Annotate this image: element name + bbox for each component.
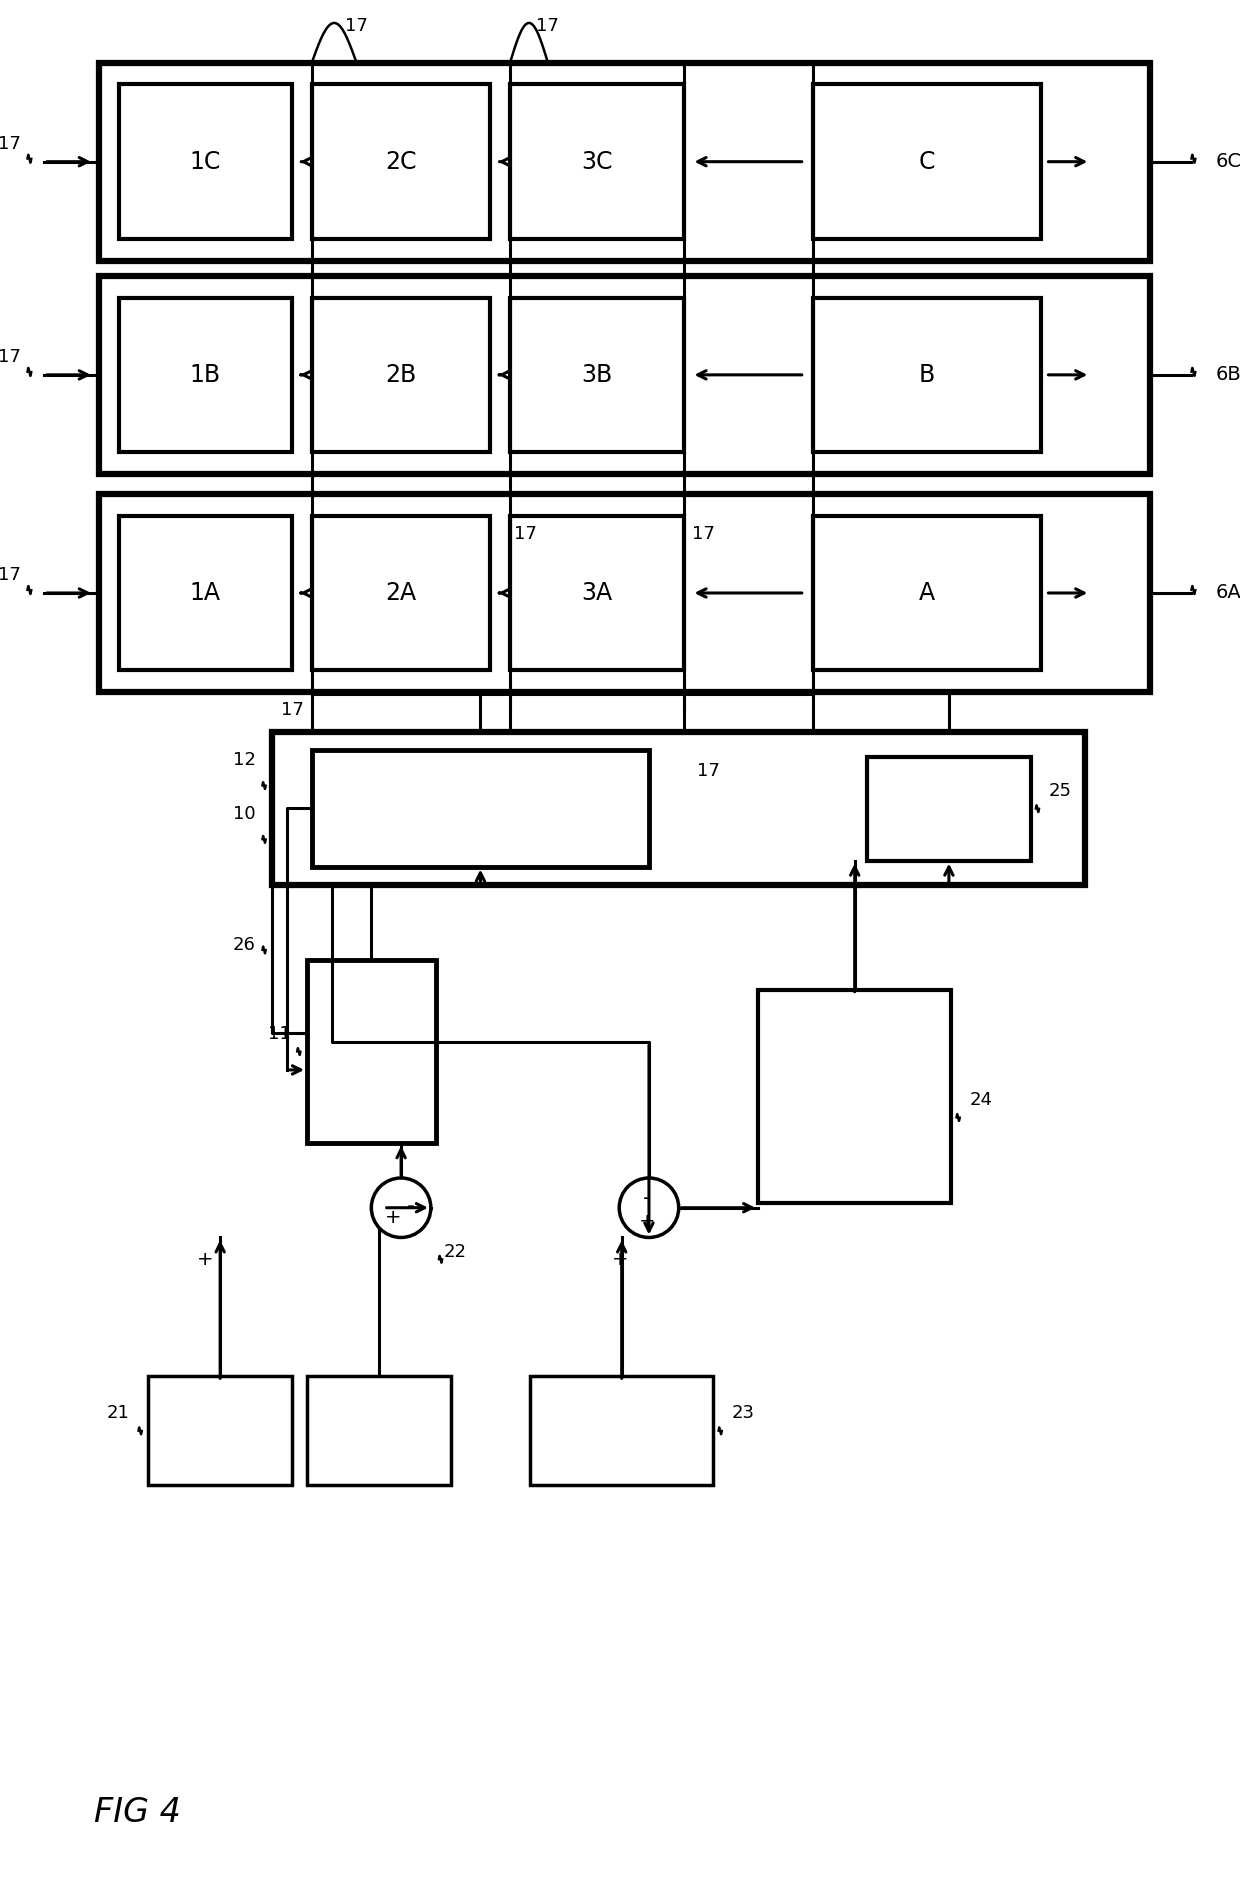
Text: 2A: 2A <box>386 580 417 605</box>
Text: +: + <box>384 1208 402 1226</box>
Text: 23: 23 <box>732 1404 755 1422</box>
Text: 3B: 3B <box>582 364 613 386</box>
Text: 21: 21 <box>107 1404 130 1422</box>
Text: 10: 10 <box>233 804 255 823</box>
Bar <box>311 298 490 452</box>
Text: 6C: 6C <box>1216 153 1240 171</box>
Bar <box>99 275 1149 475</box>
Text: 17: 17 <box>692 524 715 543</box>
Text: 17: 17 <box>345 17 368 34</box>
Circle shape <box>619 1178 678 1238</box>
Bar <box>119 516 293 671</box>
Bar <box>758 989 951 1202</box>
Text: FIG 4: FIG 4 <box>94 1795 181 1829</box>
Bar <box>529 1377 713 1485</box>
Bar <box>119 85 293 239</box>
Text: 1B: 1B <box>190 364 221 386</box>
Bar <box>306 1377 450 1485</box>
Bar <box>311 750 649 867</box>
Bar <box>311 516 490 671</box>
Text: B: B <box>919 364 935 386</box>
Text: 17: 17 <box>697 763 720 780</box>
Text: 17: 17 <box>537 17 559 34</box>
Text: 2C: 2C <box>386 149 417 173</box>
Text: 12: 12 <box>233 752 255 769</box>
Circle shape <box>371 1178 430 1238</box>
Bar <box>149 1377 293 1485</box>
Bar <box>812 85 1040 239</box>
Text: +: + <box>639 1211 655 1230</box>
Text: 22: 22 <box>444 1243 467 1262</box>
Bar <box>812 298 1040 452</box>
Text: 2B: 2B <box>386 364 417 386</box>
Text: 6B: 6B <box>1216 365 1240 384</box>
Text: 17: 17 <box>0 349 21 365</box>
Text: -: - <box>407 1196 415 1215</box>
Text: C: C <box>919 149 935 173</box>
Text: 3A: 3A <box>582 580 613 605</box>
Bar <box>812 516 1040 671</box>
Bar <box>510 298 683 452</box>
Text: 17: 17 <box>513 524 537 543</box>
Text: 17: 17 <box>0 136 21 153</box>
Text: 17: 17 <box>280 701 304 720</box>
Bar <box>510 516 683 671</box>
Text: 24: 24 <box>970 1091 992 1108</box>
Text: 11: 11 <box>268 1025 290 1042</box>
Text: +: + <box>197 1249 213 1268</box>
Text: 26: 26 <box>233 936 255 953</box>
Text: 17: 17 <box>0 567 21 584</box>
Text: 1A: 1A <box>190 580 221 605</box>
Bar <box>867 757 1030 861</box>
Text: 25: 25 <box>1049 782 1071 801</box>
Text: A: A <box>919 580 935 605</box>
Bar <box>306 959 435 1144</box>
Text: 6A: 6A <box>1216 584 1240 603</box>
Text: -: - <box>642 1187 651 1208</box>
Bar <box>99 494 1149 691</box>
Bar <box>510 85 683 239</box>
Bar <box>273 731 1085 885</box>
Bar <box>311 85 490 239</box>
Bar <box>99 62 1149 260</box>
Text: 3C: 3C <box>582 149 613 173</box>
Bar <box>119 298 293 452</box>
Text: +: + <box>611 1249 627 1268</box>
Text: 1C: 1C <box>190 149 221 173</box>
